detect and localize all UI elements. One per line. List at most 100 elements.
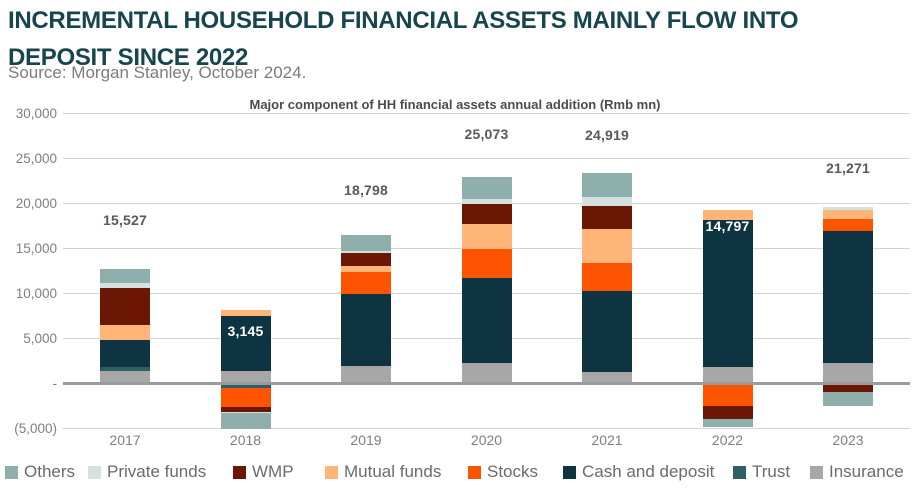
bar-segment-insurance: [702, 367, 753, 384]
bar-segment-private-funds: [823, 206, 873, 210]
bar-segment-wmp: [220, 407, 271, 412]
legend-item-cash-and-deposit: Cash and deposit: [563, 462, 714, 482]
legend-item-insurance: Insurance: [810, 462, 904, 482]
legend-item-trust: Trust: [733, 462, 790, 482]
bar-segment-private-funds: [461, 199, 512, 205]
gridline: [63, 113, 910, 114]
bar-segment-mutual-funds: [461, 224, 512, 250]
bar-segment-mutual-funds: [702, 209, 753, 220]
y-axis-tick-label: 15,000: [15, 240, 57, 256]
bar-segment-others: [100, 269, 150, 284]
legend-item-wmp: WMP: [233, 462, 294, 482]
bar-total-label: 3,145: [227, 323, 264, 340]
y-axis-tick-label: 10,000: [15, 285, 57, 301]
bar-segment-private-funds: [100, 283, 150, 288]
bar-segment-mutual-funds: [220, 309, 271, 316]
chart-title: Major component of HH financial assets a…: [249, 97, 661, 112]
bar-segment-wmp: [823, 383, 873, 392]
y-axis-tick-label: 20,000: [15, 195, 57, 211]
bar-segment-insurance: [220, 370, 271, 384]
bar-segment-private-funds: [220, 411, 271, 414]
zero-axis-line: [63, 382, 910, 385]
legend-label: Stocks: [487, 462, 539, 481]
legend-swatch-icon: [733, 465, 746, 479]
x-axis-year-label: 2020: [470, 432, 503, 448]
bar-segment-cash-and-deposit: [582, 290, 632, 372]
bar-segment-stocks: [702, 383, 753, 406]
bar-segment-wmp: [461, 204, 512, 224]
bar-segment-others: [702, 419, 753, 427]
bar-segment-wmp: [100, 287, 150, 325]
legend-label: Cash and deposit: [582, 462, 715, 481]
bar-segment-insurance: [582, 371, 632, 384]
bar-segment-wmp: [582, 205, 632, 230]
bar-segment-insurance: [100, 370, 150, 384]
legend-swatch-icon: [563, 465, 576, 479]
legend-item-stocks: Stocks: [468, 462, 538, 482]
y-axis-tick-label: -: [52, 375, 58, 391]
legend-swatch-icon: [468, 465, 481, 479]
bar-segment-insurance: [341, 366, 391, 384]
legend-swatch-icon: [5, 465, 18, 479]
bar-segment-cash-and-deposit: [220, 316, 271, 371]
bar-segment-trust: [100, 366, 150, 371]
y-axis-tick-label: 30,000: [15, 105, 57, 121]
bar-segment-stocks: [220, 388, 271, 408]
bar-total-label: 21,271: [825, 160, 871, 177]
bar-segment-mutual-funds: [823, 209, 873, 220]
bar-total-label: 24,919: [584, 127, 630, 144]
bar-segment-wmp: [341, 252, 391, 266]
gridline: [63, 158, 910, 159]
x-axis-year-label: 2019: [350, 432, 382, 448]
x-axis-year-label: 2023: [832, 432, 864, 448]
bar-total-label: 25,073: [464, 125, 509, 142]
y-axis-tick-label: (5,000): [14, 420, 57, 436]
bar-segment-private-funds: [582, 196, 632, 206]
bar-segment-trust: [220, 383, 271, 389]
bar-segment-others: [220, 413, 271, 430]
bar-segment-others: [461, 177, 512, 200]
bar-segment-cash-and-deposit: [702, 219, 753, 368]
x-axis-year-label: 2017: [109, 432, 141, 448]
source-line: Source: Morgan Stanley, October 2024.: [8, 63, 307, 82]
bar-total-label: 15,527: [102, 211, 148, 228]
legend-item-private-funds: Private funds: [88, 462, 206, 482]
x-axis-year-label: 2018: [229, 432, 262, 448]
legend-swatch-icon: [233, 465, 246, 479]
bar-total-label: 14,797: [705, 218, 750, 235]
bar-segment-private-funds: [341, 250, 391, 253]
legend-label: Mutual funds: [344, 462, 442, 481]
bar-segment-cash-and-deposit: [100, 339, 150, 367]
bar-segment-stocks: [823, 219, 873, 231]
legend-label: Trust: [752, 462, 791, 481]
page-title-line2: DEPOSIT SINCE 2022: [8, 44, 249, 71]
bar-segment-stocks: [461, 249, 512, 278]
legend-item-mutual-funds: Mutual funds: [325, 462, 441, 482]
bar-segment-cash-and-deposit: [461, 278, 512, 364]
x-axis-year-label: 2022: [711, 432, 744, 448]
x-axis-year-label: 2021: [591, 432, 623, 448]
legend-swatch-icon: [325, 465, 338, 479]
bar-segment-others: [582, 172, 632, 197]
legend-label: Insurance: [829, 462, 904, 481]
page-title: INCREMENTAL HOUSEHOLD FINANCIAL ASSETS M…: [8, 2, 908, 76]
bar-segment-mutual-funds: [100, 324, 150, 340]
bar-segment-others: [823, 391, 873, 406]
y-axis-tick-label: 5,000: [23, 330, 57, 346]
y-axis-tick-label: 25,000: [15, 150, 57, 166]
bar-segment-insurance: [823, 362, 873, 384]
bar-segment-wmp: [702, 405, 753, 420]
legend-swatch-icon: [88, 465, 101, 479]
bar-segment-mutual-funds: [341, 265, 391, 272]
legend-label: WMP: [252, 462, 294, 481]
page-title-line1: INCREMENTAL HOUSEHOLD FINANCIAL ASSETS M…: [8, 7, 799, 34]
bar-segment-others: [341, 235, 391, 251]
legend-swatch-icon: [810, 465, 823, 479]
legend-label: Others: [24, 462, 76, 481]
bar-total-label: 18,798: [343, 182, 389, 199]
legend-label: Private funds: [107, 462, 207, 481]
bar-segment-insurance: [461, 363, 512, 384]
gridline: [63, 428, 910, 429]
bar-segment-cash-and-deposit: [341, 294, 391, 367]
bar-segment-stocks: [341, 271, 391, 295]
